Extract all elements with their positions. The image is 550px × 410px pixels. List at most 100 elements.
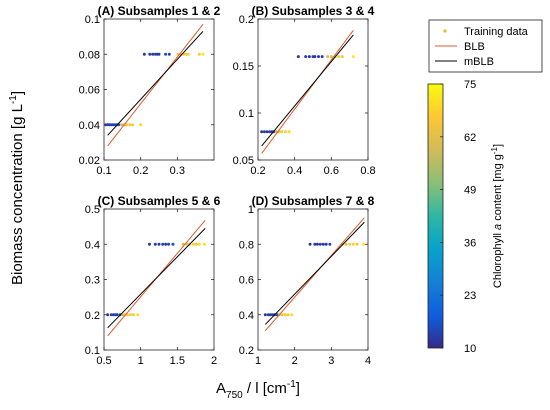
data-point — [320, 55, 324, 59]
legend-entry-blb: BLB — [435, 41, 485, 53]
data-point — [106, 313, 110, 317]
data-point — [324, 242, 328, 246]
data-point — [151, 52, 155, 56]
data-point — [355, 242, 359, 246]
x-tick-label: 0.8 — [360, 165, 375, 177]
y-tick-label: 0.2 — [239, 14, 254, 26]
x-tick-label: 0.5 — [96, 355, 111, 367]
data-point — [161, 242, 165, 246]
panel-d: (D) Subsamples 7 & 81 2 3 40.20.40.60.81 — [239, 194, 375, 367]
x-tick-label: 2 — [292, 355, 298, 367]
legend-label-training: Training data — [464, 26, 529, 38]
data-point — [153, 242, 157, 246]
data-point — [112, 313, 116, 317]
data-point — [197, 242, 201, 246]
legend: Training data BLB mBLB — [428, 19, 543, 73]
colorbar-tick-label: 36 — [464, 237, 476, 249]
legend-label-mblb: mBLB — [464, 56, 494, 68]
x-tick-label: 1 — [138, 355, 144, 367]
panel-title: (A) Subsamples 1 & 2 — [98, 4, 221, 18]
data-point — [268, 313, 272, 317]
x-tick-label: 1.5 — [170, 355, 185, 367]
fit-line-mblb — [264, 221, 365, 325]
colorbar-tick-label: 23 — [464, 290, 476, 302]
data-point — [328, 242, 332, 246]
y-tick-label: 0.06 — [79, 85, 100, 97]
data-point — [125, 123, 129, 127]
data-point — [157, 242, 161, 246]
y-tick-label: 0.2 — [85, 310, 100, 322]
fit-line-blb — [261, 29, 354, 154]
data-point — [201, 52, 205, 56]
y-tick-label: 0.8 — [239, 239, 254, 251]
legend-label-blb: BLB — [464, 41, 485, 53]
panel-b: (B) Subsamples 3 & 40.2 0.4 0.6 0.80.050.10… — [233, 4, 376, 177]
data-point — [351, 55, 355, 59]
y-tick-label: 0.02 — [79, 155, 100, 167]
y-tick-label: 0.1 — [239, 108, 254, 120]
data-point — [157, 52, 161, 56]
y-tick-label: 0.6 — [239, 275, 254, 287]
fit-line-mblb — [107, 228, 206, 329]
data-point — [136, 313, 140, 317]
legend-marker-training — [443, 29, 447, 33]
y-tick-label: 0.4 — [239, 310, 254, 322]
panels: (A) Subsamples 1 & 20.1 0.2 0.30.020.040.0… — [79, 4, 376, 367]
data-point — [315, 242, 319, 246]
data-point — [348, 242, 352, 246]
data-point — [284, 130, 287, 134]
plot-area — [103, 18, 215, 161]
panel-a: (A) Subsamples 1 & 20.1 0.2 0.30.020.040.0… — [79, 4, 221, 177]
data-point — [148, 52, 152, 56]
data-point — [313, 242, 317, 246]
x-tick-label: 3 — [328, 355, 334, 367]
data-point — [263, 313, 267, 317]
data-point — [326, 55, 330, 59]
data-point — [321, 242, 325, 246]
data-point — [197, 52, 201, 56]
y-tick-label: 0.15 — [233, 61, 254, 73]
y-tick-label: 0.5 — [85, 204, 100, 216]
y-tick-label: 0.3 — [85, 275, 100, 287]
data-point — [337, 55, 341, 59]
y-tick-label: 0.04 — [79, 120, 100, 132]
colorbar-gradient — [427, 83, 444, 349]
x-tick-label: 4 — [365, 355, 371, 367]
data-point — [128, 313, 132, 317]
data-point — [317, 55, 320, 59]
panel-title: (B) Subsamples 3 & 4 — [252, 4, 375, 18]
y-tick-label: 0.1 — [85, 14, 100, 26]
legend-entry-training-data: Training data — [443, 26, 529, 38]
y-tick-label: 0.2 — [239, 345, 254, 357]
data-point — [167, 52, 171, 56]
panel-title: (D) Subsamples 7 & 8 — [252, 194, 375, 208]
fit-line-mblb — [107, 30, 204, 136]
x-axis-label: A750 / l [cm-1] — [216, 379, 300, 401]
data-point — [109, 313, 113, 317]
data-point — [260, 130, 264, 134]
x-tick-label: 0.4 — [287, 165, 302, 177]
data-point — [120, 123, 124, 127]
data-point — [171, 242, 175, 246]
data-point — [186, 52, 190, 56]
data-point — [262, 130, 266, 134]
data-point — [266, 313, 270, 317]
legend-entry-mblb: mBLB — [435, 56, 494, 68]
data-point — [147, 242, 151, 246]
colorbar-tick-label: 49 — [464, 185, 476, 197]
data-point — [275, 313, 279, 317]
y-tick-label: 0.1 — [85, 345, 100, 357]
colorbar: 10 23 36 49 62 75 Chlorophyll a content [mg g… — [427, 79, 504, 355]
data-point — [307, 55, 311, 59]
y-axis-label: Biomass concentration [g L-1] — [8, 91, 26, 285]
plot-area — [103, 208, 215, 351]
x-tick-label: 0.2 — [250, 165, 265, 177]
plot-area — [257, 18, 369, 161]
colorbar-tick-label: 75 — [464, 79, 476, 91]
data-point — [265, 130, 269, 134]
data-point — [164, 242, 168, 246]
data-point — [280, 313, 284, 317]
data-point — [283, 313, 287, 317]
data-point — [313, 55, 317, 59]
